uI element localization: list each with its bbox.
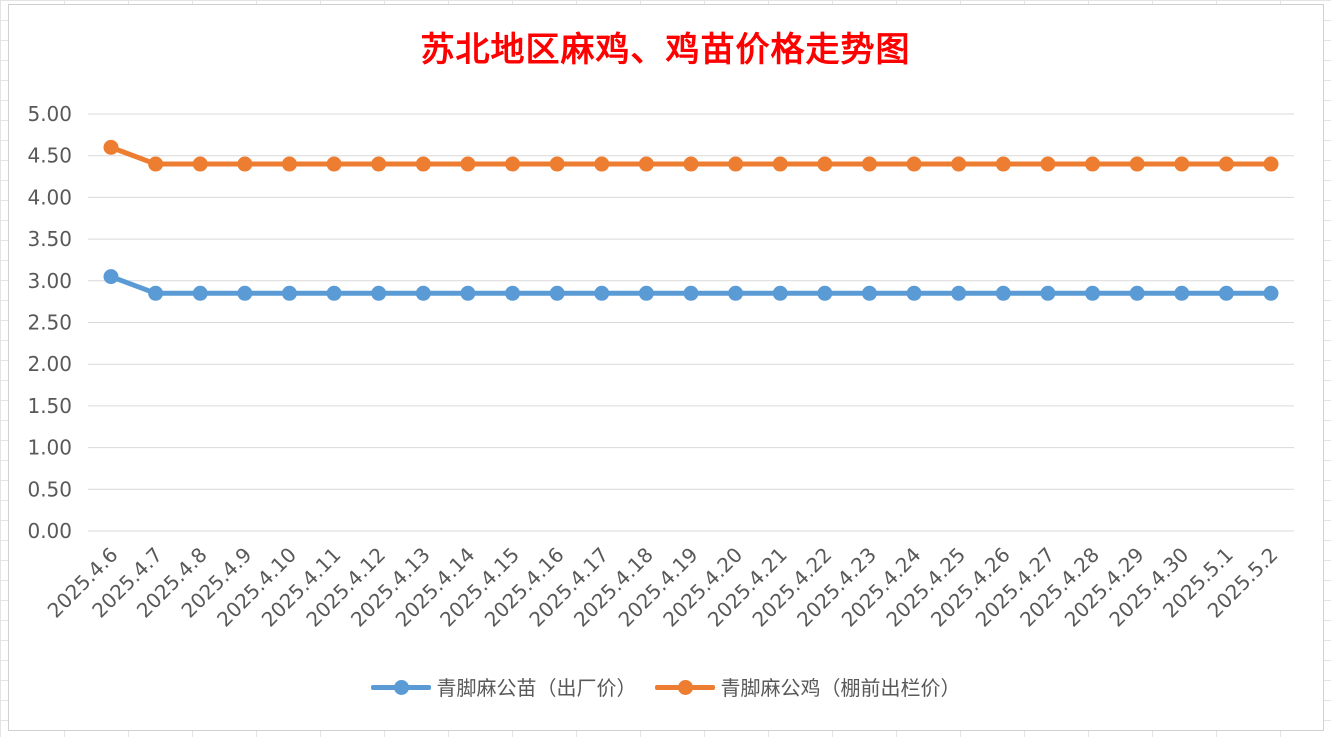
data-point — [415, 285, 431, 301]
data-point — [326, 285, 342, 301]
data-point — [1085, 285, 1101, 301]
data-point — [148, 285, 164, 301]
data-point — [1129, 156, 1145, 172]
x-axis-ticks: 2025.4.62025.4.72025.4.82025.4.92025.4.1… — [43, 543, 1283, 632]
legend-item-chick: 青脚麻公苗（出厂价） — [370, 672, 637, 701]
series-1 — [103, 139, 1279, 172]
data-point — [549, 285, 565, 301]
data-point — [1263, 285, 1279, 301]
data-point — [638, 285, 654, 301]
data-point — [995, 156, 1011, 172]
data-point — [1218, 156, 1234, 172]
data-point — [192, 156, 208, 172]
y-tick-label: 2.50 — [27, 311, 72, 335]
data-point — [1263, 156, 1279, 172]
data-point — [951, 285, 967, 301]
data-point — [103, 269, 119, 285]
data-point — [192, 285, 208, 301]
data-point — [817, 285, 833, 301]
data-point — [1218, 285, 1234, 301]
legend-swatch-chick — [370, 677, 431, 697]
data-point — [460, 285, 476, 301]
legend-swatch-rooster — [654, 677, 715, 697]
data-point — [148, 156, 164, 172]
data-point — [995, 285, 1011, 301]
data-point — [505, 156, 521, 172]
legend-label-rooster: 青脚麻公鸡（棚前出栏价） — [720, 676, 961, 700]
y-tick-label: 1.50 — [27, 394, 72, 418]
data-point — [1085, 156, 1101, 172]
y-tick-label: 1.00 — [27, 436, 72, 460]
legend-item-rooster: 青脚麻公鸡（棚前出栏价） — [654, 672, 961, 701]
gridlines — [88, 113, 1294, 532]
data-point — [460, 156, 476, 172]
data-point — [906, 285, 922, 301]
data-point — [281, 156, 297, 172]
data-point — [772, 285, 788, 301]
y-tick-label: 0.50 — [27, 477, 72, 501]
data-point — [1174, 285, 1190, 301]
data-point — [861, 156, 877, 172]
data-point — [951, 156, 967, 172]
y-tick-label: 0.00 — [27, 519, 72, 543]
data-point — [594, 156, 610, 172]
data-point — [817, 156, 833, 172]
data-point — [1040, 156, 1056, 172]
chart-legend: 青脚麻公苗（出厂价） 青脚麻公鸡（棚前出栏价） — [0, 672, 1331, 701]
plot-series — [103, 139, 1279, 301]
data-point — [237, 285, 253, 301]
data-point — [638, 156, 654, 172]
y-tick-label: 4.00 — [27, 185, 72, 209]
data-point — [772, 156, 788, 172]
data-point — [906, 156, 922, 172]
data-point — [237, 156, 253, 172]
y-axis-ticks: 0.00 0.50 1.00 1.50 2.00 2.50 3.00 3.50 4.00 4.50… — [27, 102, 72, 543]
data-point — [728, 156, 744, 172]
data-point — [683, 156, 699, 172]
data-point — [326, 156, 342, 172]
data-point — [728, 285, 744, 301]
data-point — [103, 139, 119, 155]
chart-title: 苏北地区麻鸡、鸡苗价格走势图 — [420, 30, 911, 70]
data-point — [281, 285, 297, 301]
data-point — [505, 285, 521, 301]
y-tick-label: 4.50 — [27, 144, 72, 168]
data-point — [1174, 156, 1190, 172]
y-tick-label: 2.00 — [27, 352, 72, 376]
data-point — [1129, 285, 1145, 301]
data-point — [683, 285, 699, 301]
data-point — [861, 285, 877, 301]
data-point — [371, 156, 387, 172]
legend-label-chick: 青脚麻公苗（出厂价） — [436, 676, 637, 700]
chart-area[interactable] — [8, 4, 1324, 731]
y-tick-label: 3.50 — [27, 227, 72, 251]
y-tick-label: 5.00 — [27, 102, 72, 126]
data-point — [1040, 285, 1056, 301]
data-point — [415, 156, 431, 172]
data-point — [549, 156, 565, 172]
data-point — [594, 285, 610, 301]
series-0 — [103, 269, 1279, 301]
y-tick-label: 3.00 — [27, 269, 72, 293]
data-point — [371, 285, 387, 301]
